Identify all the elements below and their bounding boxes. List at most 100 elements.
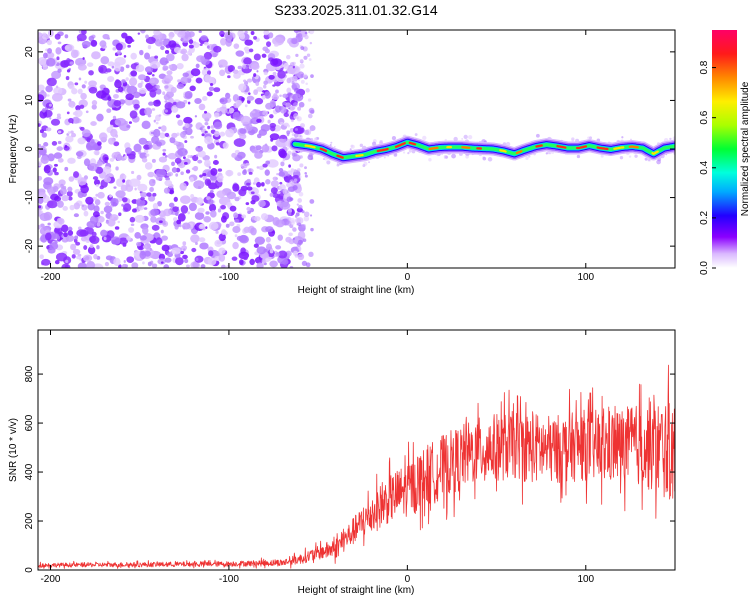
track-halo-speck <box>333 146 336 148</box>
noise-speck <box>269 133 280 141</box>
noise-speck <box>188 31 195 38</box>
noise-speck <box>67 131 71 135</box>
noise-speck <box>306 53 311 57</box>
noise-speck <box>104 201 110 207</box>
colorbar-tick-label: 0.6 <box>699 110 710 124</box>
noise-speck <box>213 121 223 130</box>
noise-speck <box>95 90 107 99</box>
noise-speck <box>246 186 253 191</box>
noise-speck <box>82 57 85 60</box>
noise-speck <box>263 188 267 192</box>
noise-speck <box>108 173 114 178</box>
noise-speck <box>201 133 206 137</box>
noise-speck <box>154 55 159 59</box>
noise-speck <box>232 69 239 74</box>
noise-speck <box>164 49 170 54</box>
track-halo-speck <box>359 143 364 147</box>
colorbar-tick-label: 0.0 <box>699 261 710 275</box>
noise-speck <box>196 55 206 63</box>
noise-speck <box>86 62 94 67</box>
noise-speck <box>46 57 56 67</box>
noise-speck <box>175 101 186 109</box>
noise-speck <box>198 103 206 111</box>
noise-speck <box>66 190 73 197</box>
noise-speck <box>79 104 85 109</box>
noise-speck <box>269 99 276 108</box>
noise-speck <box>304 174 308 178</box>
noise-speck <box>272 36 285 46</box>
track-halo-speck <box>428 158 432 162</box>
noise-speck <box>96 141 102 146</box>
noise-speck <box>77 226 82 231</box>
noise-speck <box>113 186 117 189</box>
noise-speck <box>297 33 303 38</box>
noise-speck <box>263 71 268 76</box>
noise-speck <box>89 244 94 249</box>
noise-speck <box>67 186 73 192</box>
noise-speck <box>84 80 88 84</box>
noise-speck <box>253 89 259 96</box>
noise-speck <box>242 169 247 176</box>
y-tick-label: -10 <box>24 190 35 205</box>
noise-speck <box>254 97 264 105</box>
noise-speck <box>107 61 115 67</box>
noise-speck <box>212 159 219 166</box>
noise-speck <box>210 125 215 129</box>
noise-speck <box>261 144 270 153</box>
noise-speck <box>41 89 45 94</box>
noise-speck <box>108 137 115 145</box>
noise-speck <box>265 179 271 185</box>
noise-speck <box>151 74 155 77</box>
noise-speck <box>122 197 128 203</box>
noise-speck <box>69 204 75 211</box>
noise-speck <box>209 210 217 218</box>
noise-speck <box>112 47 117 51</box>
noise-speck <box>49 116 52 120</box>
noise-speck <box>51 70 62 80</box>
noise-speck <box>304 129 310 135</box>
noise-speck <box>125 64 130 69</box>
noise-speck <box>216 176 224 183</box>
noise-speck <box>158 220 163 224</box>
noise-speck <box>115 42 123 51</box>
noise-speck <box>103 205 113 214</box>
noise-speck <box>197 150 206 158</box>
noise-speck <box>190 261 201 268</box>
noise-speck <box>289 265 294 268</box>
noise-speck <box>219 97 228 105</box>
noise-speck <box>160 261 164 264</box>
noise-speck <box>155 237 163 246</box>
noise-speck <box>151 263 158 268</box>
noise-speck <box>107 75 115 83</box>
noise-speck <box>283 112 290 118</box>
track-halo-speck <box>528 155 531 158</box>
noise-speck <box>60 187 67 195</box>
noise-speck <box>263 84 267 89</box>
noise-speck <box>229 205 237 212</box>
noise-speck <box>153 119 156 123</box>
noise-speck <box>38 56 47 65</box>
noise-speck <box>177 119 184 126</box>
track-halo-speck <box>330 141 333 144</box>
noise-speck <box>64 144 68 148</box>
noise-speck <box>203 51 213 60</box>
noise-speck <box>213 112 220 118</box>
noise-speck <box>209 175 217 181</box>
noise-speck <box>279 184 286 191</box>
noise-speck <box>114 117 127 127</box>
signal-track-peak <box>304 144 316 149</box>
noise-speck <box>128 153 136 160</box>
noise-speck <box>182 156 186 160</box>
noise-speck <box>185 264 190 268</box>
noise-speck <box>246 178 251 183</box>
noise-speck <box>227 75 231 79</box>
noise-speck <box>195 241 198 246</box>
noise-speck <box>90 121 97 126</box>
noise-speck <box>214 154 218 159</box>
noise-speck <box>61 224 69 233</box>
noise-speck <box>193 165 199 171</box>
noise-speck <box>310 128 313 132</box>
noise-speck <box>220 37 227 46</box>
snr-x-label: Height of straight line (km) <box>298 585 415 596</box>
noise-speck <box>38 161 43 167</box>
